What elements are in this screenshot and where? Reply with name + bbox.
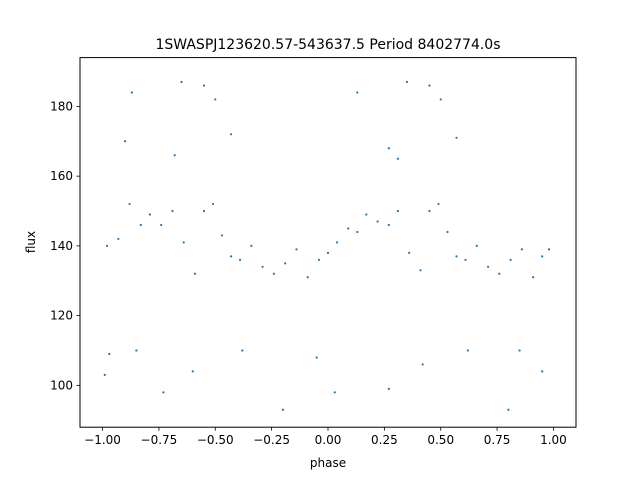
data-point bbox=[464, 258, 467, 261]
data-point bbox=[130, 91, 133, 94]
data-point bbox=[284, 262, 287, 265]
data-point bbox=[326, 251, 330, 254]
data-point bbox=[281, 408, 285, 411]
data-point bbox=[214, 98, 217, 101]
data-point bbox=[220, 234, 224, 237]
data-point bbox=[193, 272, 197, 275]
data-point bbox=[202, 84, 206, 87]
data-point bbox=[261, 265, 264, 268]
data-point bbox=[171, 209, 174, 213]
data-point bbox=[387, 147, 390, 150]
data-point bbox=[428, 209, 431, 213]
x-tick-label: 0.00 bbox=[315, 433, 342, 447]
x-tick-label: 0.50 bbox=[427, 433, 454, 447]
data-point bbox=[509, 258, 512, 261]
x-tick-label: −0.75 bbox=[141, 433, 178, 447]
data-point bbox=[180, 80, 183, 84]
data-point bbox=[229, 255, 233, 258]
x-axis: −1.00 −0.75 −0.50 −0.25 0.00 0.25 0.50 0.75 1.00 bbox=[84, 427, 567, 447]
data-point bbox=[428, 84, 431, 87]
data-point bbox=[365, 213, 368, 216]
data-point bbox=[241, 349, 244, 352]
data-point bbox=[532, 276, 535, 279]
data-point bbox=[396, 209, 399, 213]
data-point bbox=[105, 244, 109, 247]
y-tick-label: 140 bbox=[50, 239, 73, 253]
y-axis-label: flux bbox=[24, 231, 38, 253]
data-point bbox=[347, 227, 350, 230]
data-point bbox=[455, 255, 458, 258]
x-tick-label: 0.25 bbox=[371, 433, 398, 447]
data-point bbox=[541, 255, 544, 258]
data-point bbox=[541, 370, 544, 373]
x-tick-label: 0.75 bbox=[484, 433, 511, 447]
data-point bbox=[238, 258, 242, 261]
data-point bbox=[518, 349, 521, 352]
data-point bbox=[507, 408, 510, 411]
data-point bbox=[396, 157, 399, 160]
data-point bbox=[455, 136, 458, 139]
data-point bbox=[419, 269, 422, 272]
data-point bbox=[160, 223, 163, 227]
data-point bbox=[162, 391, 165, 394]
data-point bbox=[123, 140, 127, 143]
x-tick-label: −1.00 bbox=[84, 433, 121, 447]
x-tick-label: 1.00 bbox=[540, 433, 567, 447]
data-point bbox=[182, 241, 185, 244]
data-point bbox=[387, 223, 390, 227]
data-point bbox=[437, 202, 440, 206]
data-point bbox=[356, 91, 359, 94]
data-point bbox=[387, 387, 390, 390]
data-point bbox=[229, 133, 233, 136]
data-point bbox=[117, 237, 120, 241]
data-point bbox=[547, 248, 551, 251]
data-point bbox=[191, 370, 194, 373]
data-points bbox=[103, 80, 551, 411]
data-point bbox=[315, 356, 318, 359]
data-point bbox=[317, 258, 321, 261]
y-tick-label: 100 bbox=[50, 378, 73, 392]
data-point bbox=[446, 230, 449, 234]
y-tick-label: 180 bbox=[50, 99, 73, 113]
data-point bbox=[520, 248, 523, 251]
data-point bbox=[202, 209, 206, 213]
data-point bbox=[135, 349, 138, 352]
data-point bbox=[128, 202, 131, 206]
data-point bbox=[306, 276, 309, 279]
data-point bbox=[356, 230, 359, 234]
data-point bbox=[439, 98, 442, 101]
y-tick-label: 160 bbox=[50, 169, 73, 183]
data-point bbox=[272, 272, 275, 275]
y-axis: 100 120 140 160 180 bbox=[50, 99, 80, 392]
data-point bbox=[475, 244, 478, 247]
data-point bbox=[103, 373, 106, 376]
data-point bbox=[405, 80, 409, 84]
data-point bbox=[486, 265, 490, 268]
data-point bbox=[211, 202, 215, 206]
data-point bbox=[173, 154, 176, 157]
data-point bbox=[295, 248, 298, 251]
data-point bbox=[376, 220, 379, 223]
x-axis-label: phase bbox=[310, 456, 346, 470]
x-tick-label: −0.25 bbox=[253, 433, 290, 447]
data-point bbox=[335, 241, 339, 244]
data-point bbox=[108, 352, 111, 356]
y-tick-label: 120 bbox=[50, 309, 73, 323]
data-point bbox=[250, 244, 253, 247]
data-point bbox=[408, 251, 411, 254]
data-point bbox=[498, 272, 501, 275]
chart-title: 1SWASPJ123620.57-543637.5 Period 8402774… bbox=[155, 37, 500, 53]
data-point bbox=[148, 213, 151, 216]
data-point bbox=[139, 223, 142, 227]
data-point bbox=[333, 391, 336, 394]
data-point bbox=[466, 349, 469, 352]
data-point bbox=[421, 363, 424, 366]
x-tick-label: −0.50 bbox=[197, 433, 234, 447]
